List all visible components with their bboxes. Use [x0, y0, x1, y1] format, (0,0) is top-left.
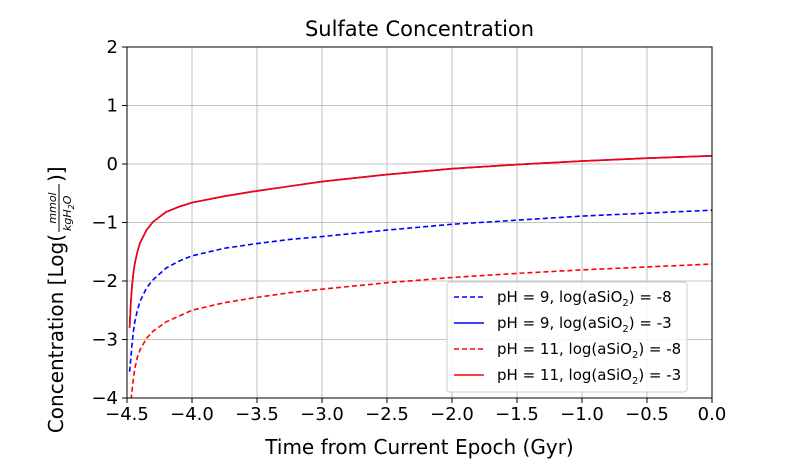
x-axis-label: Time from Current Epoch (Gyr)	[264, 435, 573, 459]
series-lines	[128, 155, 712, 398]
chart-title: Sulfate Concentration	[305, 17, 534, 41]
series-line-4	[128, 155, 712, 328]
y-tick-label: −1	[91, 213, 118, 234]
y-axis-label-den-main: kgH	[61, 209, 74, 231]
x-tick-label: −4.0	[170, 404, 214, 425]
axis-ticks: −4.5 −4.0 −3.5 −3.0 −2.5 −2.0 −1.5 −1.0 −0.5 0.0 −…	[91, 37, 726, 425]
y-axis-label: Concentration [Log( mmol kgH2O )]	[44, 166, 76, 433]
y-axis-label-den-tail: O	[61, 195, 74, 204]
y-tick-label: 2	[107, 37, 118, 58]
legend-label-1: pH = 9, log(aSiO2) = -8	[497, 288, 672, 309]
series-line-3	[130, 263, 712, 398]
x-tick-label: −3.5	[235, 404, 279, 425]
x-tick-label: 0.0	[698, 404, 727, 425]
y-tick-label: −2	[91, 271, 118, 292]
y-axis-label-den-sub: 2	[67, 204, 76, 209]
legend-label-3: pH = 11, log(aSiO2) = -8	[497, 340, 681, 361]
legend-box	[446, 281, 688, 393]
x-tick-label: −2.5	[365, 404, 409, 425]
legend-label-4: pH = 11, log(aSiO2) = -3	[497, 366, 681, 387]
legend: pH = 9, log(aSiO2) = -8 pH = 9, log(aSiO2…	[446, 281, 688, 393]
legend-label-2: pH = 9, log(aSiO2) = -3	[497, 314, 672, 335]
x-tick-label: −0.5	[625, 404, 669, 425]
x-tick-label: −1.0	[560, 404, 604, 425]
y-tick-label: −4	[91, 388, 118, 409]
x-tick-label: −4.5	[105, 404, 149, 425]
y-tick-label: −3	[91, 330, 118, 351]
y-tick-label: 0	[107, 154, 118, 175]
x-tick-label: −1.5	[495, 404, 539, 425]
y-axis-label-fraction-denominator: kgH2O	[61, 195, 76, 231]
y-tick-label: 1	[107, 96, 118, 117]
y-axis-label-fraction-numerator: mmol	[46, 192, 59, 223]
y-axis-label-prefix: Concentration [Log(	[44, 234, 68, 433]
y-axis-label-suffix: )]	[44, 166, 68, 182]
x-tick-label: −3.0	[300, 404, 344, 425]
x-tick-label: −2.0	[430, 404, 474, 425]
